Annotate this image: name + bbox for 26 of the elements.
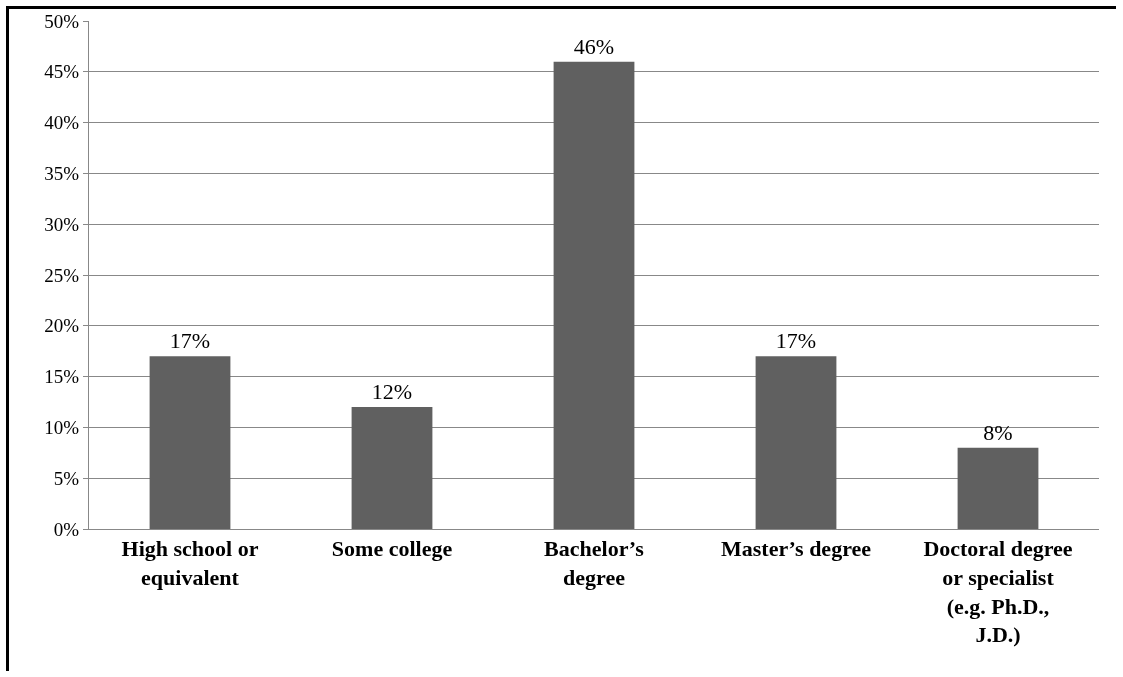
x-tick-label: Master’s degree (720, 536, 872, 562)
data-label: 17% (775, 328, 817, 354)
y-tick-label: 30% (44, 213, 80, 235)
y-tick-label: 35% (44, 163, 80, 185)
bar (351, 407, 433, 529)
x-tick-label: Some college (331, 536, 453, 562)
bar (957, 447, 1039, 529)
y-tick-label: 20% (44, 315, 80, 337)
data-label: 46% (573, 33, 615, 59)
y-tick-label: 25% (44, 264, 80, 286)
x-tick-label: Doctoral degree or specialist (e.g. Ph.D., J.D.) (923, 536, 1073, 648)
y-tick-label: 15% (44, 366, 80, 388)
x-tick-label: Bachelor’s degree (544, 536, 645, 590)
y-tick-label: 50% (44, 10, 80, 32)
x-tick-label: High school or equivalent (121, 536, 259, 590)
y-tick-label: 40% (44, 112, 80, 134)
bar (149, 356, 231, 529)
y-tick-label: 0% (53, 518, 80, 540)
bar (755, 356, 837, 529)
data-label: 8% (983, 419, 1013, 445)
y-tick-label: 5% (53, 467, 80, 489)
y-tick-label: 45% (44, 61, 80, 83)
data-label: 12% (371, 379, 413, 405)
bar (553, 61, 635, 529)
y-tick-label: 10% (44, 417, 80, 439)
data-label: 17% (169, 328, 211, 354)
